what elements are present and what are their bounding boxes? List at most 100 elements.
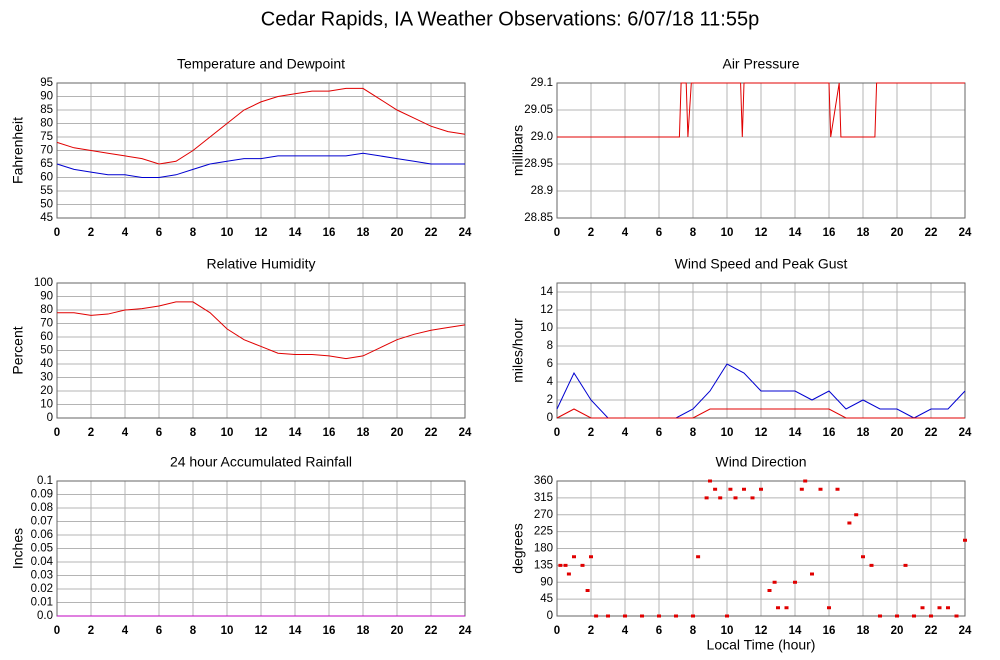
data-point xyxy=(799,487,804,491)
data-point xyxy=(810,572,814,576)
data-line xyxy=(56,87,466,165)
y-tick-label: 0 xyxy=(547,610,553,622)
data-point xyxy=(696,555,701,559)
data-point xyxy=(589,555,593,559)
y-tick-label: 6 xyxy=(547,358,553,370)
x-tick-label: 12 xyxy=(755,625,768,637)
x-tick-label: 20 xyxy=(891,227,904,239)
plot-frame xyxy=(56,82,466,219)
x-tick-label: 22 xyxy=(925,625,938,637)
x-tick-label: 14 xyxy=(789,227,802,239)
data-point xyxy=(640,614,644,618)
x-tick-label: 2 xyxy=(88,625,94,637)
plot-frame xyxy=(56,282,466,419)
panel-title: Temperature and Dewpoint xyxy=(177,56,345,72)
x-tick-label: 18 xyxy=(357,625,370,637)
y-axis-label: Fahrenheit xyxy=(10,117,26,184)
y-tick-label: 0.08 xyxy=(31,502,53,514)
x-tick-label: 10 xyxy=(721,625,734,637)
x-tick-label: 20 xyxy=(391,427,404,439)
x-tick-label: 14 xyxy=(289,427,302,439)
y-tick-label: 45 xyxy=(40,212,53,224)
x-tick-label: 24 xyxy=(459,427,472,439)
data-line xyxy=(57,301,466,360)
data-point xyxy=(963,538,967,542)
x-tick-label: 4 xyxy=(622,625,629,637)
x-tick-label: 6 xyxy=(156,227,162,239)
data-point xyxy=(793,580,797,584)
y-tick-label: 20 xyxy=(40,385,53,397)
y-tick-label: 14 xyxy=(540,286,553,298)
y-tick-label: 80 xyxy=(40,304,53,316)
x-tick-label: 0 xyxy=(54,427,60,439)
x-tick-label: 14 xyxy=(289,625,302,637)
data-point xyxy=(606,614,610,618)
y-tick-label: 60 xyxy=(40,331,53,343)
x-tick-label: 8 xyxy=(690,625,697,637)
x-tick-label: 22 xyxy=(425,427,438,439)
x-tick-label: 18 xyxy=(857,227,870,239)
x-tick-label: 16 xyxy=(323,427,336,439)
y-tick-label: 0.02 xyxy=(31,583,53,595)
x-tick-label: 24 xyxy=(959,625,972,637)
data-point xyxy=(750,496,755,500)
x-tick-label: 12 xyxy=(255,227,268,239)
x-tick-label: 10 xyxy=(721,227,734,239)
data-point xyxy=(835,487,840,491)
y-tick-label: 100 xyxy=(34,277,53,289)
x-tick-label: 8 xyxy=(690,427,697,439)
y-tick-label: 135 xyxy=(534,559,553,571)
y-tick-label: 28.95 xyxy=(524,158,553,170)
y-tick-label: 10 xyxy=(40,399,53,411)
y-axis-label: Inches xyxy=(10,528,26,569)
data-point xyxy=(784,606,789,610)
x-tick-label: 8 xyxy=(190,427,197,439)
x-tick-label: 2 xyxy=(588,227,594,239)
plot-frame xyxy=(556,282,966,419)
y-axis-label: millibars xyxy=(510,125,526,176)
x-tick-label: 10 xyxy=(721,427,734,439)
y-tick-label: 270 xyxy=(534,509,553,521)
x-tick-label: 8 xyxy=(190,227,197,239)
y-tick-label: 2 xyxy=(547,394,553,406)
x-tick-label: 0 xyxy=(54,227,60,239)
data-line xyxy=(557,82,965,138)
x-tick-label: 14 xyxy=(789,625,802,637)
data-point xyxy=(861,555,865,559)
x-tick-label: 2 xyxy=(88,227,94,239)
y-tick-label: 70 xyxy=(40,318,53,330)
y-tick-label: 50 xyxy=(40,345,53,357)
x-tick-label: 18 xyxy=(857,625,870,637)
x-tick-label: 24 xyxy=(959,227,972,239)
y-tick-label: 40 xyxy=(40,358,53,370)
data-point xyxy=(827,606,831,610)
x-tick-label: 22 xyxy=(925,227,938,239)
y-tick-label: 0 xyxy=(547,412,553,424)
x-tick-label: 20 xyxy=(391,625,404,637)
x-tick-label: 16 xyxy=(323,227,336,239)
x-tick-label: 0 xyxy=(554,227,560,239)
y-tick-label: 65 xyxy=(40,158,53,170)
y-tick-label: 0.07 xyxy=(31,516,53,528)
x-tick-label: 16 xyxy=(323,625,336,637)
x-tick-label: 14 xyxy=(789,427,802,439)
data-point xyxy=(776,606,780,610)
data-point xyxy=(580,563,585,567)
y-tick-label: 0.0 xyxy=(37,610,53,622)
data-point xyxy=(803,479,808,483)
data-point xyxy=(566,572,571,576)
data-point xyxy=(954,614,959,618)
y-tick-label: 315 xyxy=(534,492,553,504)
data-point xyxy=(704,496,709,500)
x-tick-label: 6 xyxy=(656,227,662,239)
x-tick-label: 2 xyxy=(588,427,594,439)
x-tick-label: 24 xyxy=(959,427,972,439)
data-point xyxy=(572,555,576,559)
x-tick-label: 10 xyxy=(221,625,234,637)
x-tick-label: 0 xyxy=(54,625,60,637)
data-point xyxy=(869,563,874,567)
x-tick-label: 20 xyxy=(891,625,904,637)
data-point xyxy=(623,614,627,618)
x-tick-label: 16 xyxy=(823,227,836,239)
